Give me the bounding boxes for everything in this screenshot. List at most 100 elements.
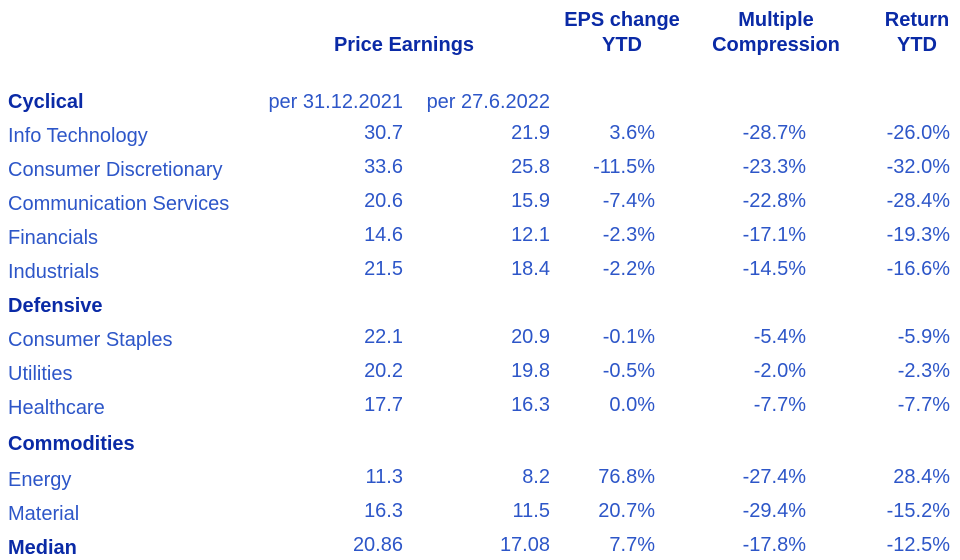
cell-eps-change: -0.5% [602, 359, 655, 382]
section-label: Cyclical [8, 90, 84, 113]
row-label: Info Technology [8, 124, 148, 147]
cell-return-ytd: -12.5% [886, 533, 950, 556]
cell-multiple-compression: -17.1% [742, 223, 806, 246]
cell-multiple-compression: -28.7% [742, 121, 806, 144]
cell-pe-2021: 17.7 [364, 393, 403, 416]
cell-multiple-compression: -22.8% [742, 189, 806, 212]
table-row-communication-services: Communication Services 20.6 15.9 -7.4% -… [0, 187, 960, 221]
row-label: Communication Services [8, 192, 230, 215]
cell-return-ytd: 28.4% [893, 465, 950, 488]
col-header-multiple-compression: Multiple Compression [712, 8, 840, 58]
cell-pe-2022: 8.2 [522, 465, 550, 488]
cell-return-ytd: -15.2% [886, 499, 950, 522]
cell-pe-2022: 12.1 [511, 223, 550, 246]
cell-pe-2022: 16.3 [511, 393, 550, 416]
cell-multiple-compression [655, 82, 806, 116]
col-header-price-earnings: Price Earnings [333, 34, 475, 56]
cell-multiple-compression: -27.4% [742, 465, 806, 488]
col-header-eps-change-ytd: EPS change YTD [564, 8, 680, 58]
cell-multiple-compression: -29.4% [742, 499, 806, 522]
row-label: Financials [8, 226, 99, 249]
table-row-info-technology: Info Technology 30.7 21.9 3.6% -28.7% -2… [0, 119, 960, 153]
cell-multiple-compression: -23.3% [742, 155, 806, 178]
cell-pe-2021: 20.86 [352, 533, 403, 556]
cell-pe-2021: 21.5 [364, 257, 403, 280]
cell-eps-change: -7.4% [602, 189, 655, 212]
table-row-median: Median 20.86 17.08 7.7% -17.8% -12.5% [0, 531, 960, 560]
cell-eps-change: -2.2% [602, 257, 655, 280]
table-row-commodities: Commodities [0, 425, 960, 463]
cell-return-ytd [806, 82, 960, 116]
cell-pe-2022: 25.8 [511, 155, 550, 178]
cell-eps-change: -2.3% [602, 223, 655, 246]
row-label: Utilities [8, 362, 73, 385]
subheader-pe-2022: per 27.6.2022 [426, 90, 550, 113]
cell-eps-change: 3.6% [609, 121, 655, 144]
cell-return-ytd: -32.0% [886, 155, 950, 178]
cell-return-ytd: -26.0% [886, 121, 950, 144]
cell-pe-2021: 33.6 [364, 155, 403, 178]
cell-pe-2021: 22.1 [364, 325, 403, 348]
cell-eps-change: -11.5% [593, 155, 655, 178]
table-row-material: Material 16.3 11.5 20.7% -29.4% -15.2% [0, 497, 960, 531]
cell-return-ytd: -2.3% [897, 359, 950, 382]
cell-pe-2021: 16.3 [364, 499, 403, 522]
table-row-healthcare: Healthcare 17.7 16.3 0.0% -7.7% -7.7% [0, 391, 960, 425]
cell-eps-change: 7.7% [609, 533, 655, 556]
table-row-energy: Energy 11.3 8.2 76.8% -27.4% 28.4% [0, 463, 960, 497]
row-label: Healthcare [8, 396, 105, 419]
cell-pe-2021: 30.7 [364, 121, 403, 144]
table-row-consumer-staples: Consumer Staples 22.1 20.9 -0.1% -5.4% -… [0, 323, 960, 357]
cell-multiple-compression: -5.4% [753, 325, 806, 348]
cell-pe-2021: 14.6 [364, 223, 403, 246]
table-row-defensive: Defensive [0, 289, 960, 323]
table-row-industrials: Industrials 21.5 18.4 -2.2% -14.5% -16.6… [0, 255, 960, 289]
col-header-eps-change-line2: YTD [601, 34, 642, 56]
cell-multiple-compression: -2.0% [753, 359, 806, 382]
row-label: Consumer Discretionary [8, 158, 223, 181]
subheader-pe-2021: per 31.12.2021 [268, 90, 403, 113]
row-label: Material [8, 502, 80, 525]
cell-eps-change: 0.0% [609, 393, 655, 416]
cell-return-ytd: -16.6% [886, 257, 950, 280]
cell-return-ytd: -19.3% [886, 223, 950, 246]
section-label: Commodities [8, 432, 135, 455]
cell-pe-2022: 20.9 [511, 325, 550, 348]
row-label: Consumer Staples [8, 328, 173, 351]
cell-pe-2021: 20.2 [364, 359, 403, 382]
cell-pe-2021: 20.6 [364, 189, 403, 212]
cell-pe-2021: 11.3 [365, 465, 403, 488]
col-header-return-line1: Return [884, 9, 950, 31]
cell-return-ytd: -5.9% [897, 325, 950, 348]
median-label: Median [8, 536, 77, 559]
cell-pe-2022: 21.9 [511, 121, 550, 144]
table-header-row: Price Earnings EPS change YTD Multiple C… [0, 0, 960, 85]
table-row-cyclical: Cyclical per 31.12.2021 per 27.6.2022 [0, 85, 960, 119]
row-label: Energy [8, 468, 72, 491]
section-label: Defensive [8, 294, 103, 317]
cell-pe-2022: 15.9 [511, 189, 550, 212]
col-header-return-line2: YTD [896, 34, 937, 56]
cell-eps-change: 20.7% [598, 499, 655, 522]
cell-multiple-compression: -14.5% [742, 257, 806, 280]
row-label: Industrials [8, 260, 100, 283]
cell-eps-change: -0.1% [602, 325, 655, 348]
cell-multiple-compression: -7.7% [753, 393, 806, 416]
cell-pe-2022: 18.4 [511, 257, 550, 280]
table-row-utilities: Utilities 20.2 19.8 -0.5% -2.0% -2.3% [0, 357, 960, 391]
cell-return-ytd: -28.4% [886, 189, 950, 212]
cell-eps-change [550, 82, 655, 116]
col-header-multiple-line1: Multiple [738, 9, 814, 31]
col-header-multiple-line2: Compression [712, 34, 840, 56]
cell-return-ytd: -7.7% [897, 393, 950, 416]
col-header-return-ytd: Return YTD [885, 8, 949, 58]
cell-pe-2022: 11.5 [512, 499, 550, 522]
valuation-table: Cyclical per 31.12.2021 per 27.6.2022 In… [0, 85, 960, 560]
col-header-eps-change-line1: EPS change [564, 9, 680, 31]
table-row-financials: Financials 14.6 12.1 -2.3% -17.1% -19.3% [0, 221, 960, 255]
cell-pe-2022: 19.8 [511, 359, 550, 382]
cell-pe-2022: 17.08 [499, 533, 550, 556]
cell-eps-change: 76.8% [598, 465, 655, 488]
table-row-consumer-discretionary: Consumer Discretionary 33.6 25.8 -11.5% … [0, 153, 960, 187]
